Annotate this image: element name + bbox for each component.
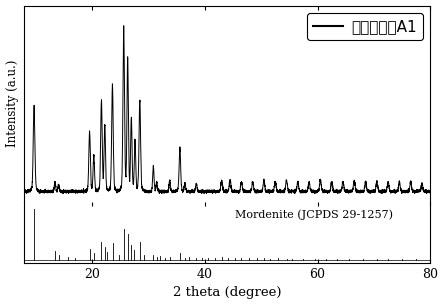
X-axis label: 2 theta (degree): 2 theta (degree) [173,286,281,300]
Text: Mordenite (JCPDS 29-1257): Mordenite (JCPDS 29-1257) [235,210,393,221]
Legend: 制氧分子筛A1: 制氧分子筛A1 [307,13,423,41]
Y-axis label: Intensity (a.u.): Intensity (a.u.) [6,60,19,147]
